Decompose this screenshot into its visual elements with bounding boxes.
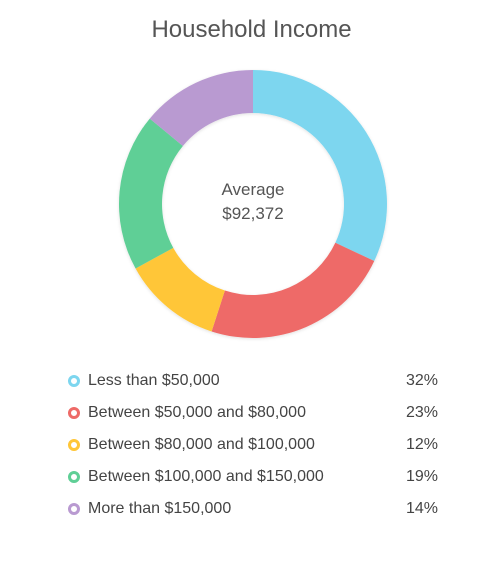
legend-marker-icon [68,439,80,451]
chart-title: Household Income [151,16,352,43]
legend-item[interactable]: Between $80,000 and $100,000 12% [68,434,438,466]
donut-slice-2[interactable] [211,242,375,338]
legend-marker-icon [68,375,80,387]
legend-item[interactable]: Between $100,000 and $150,000 19% [68,466,438,498]
legend-item[interactable]: Between $50,000 and $80,000 23% [68,402,438,434]
average-value: $92,372 [222,204,284,223]
legend-value: 23% [405,404,438,421]
donut-slice-1[interactable] [253,70,387,262]
legend-marker-icon [68,407,80,419]
donut-slice-4[interactable] [119,118,183,269]
average-label: Average [221,180,285,199]
legend-marker-icon [68,471,80,483]
legend-label: Between $100,000 and $150,000 [88,468,324,485]
legend-marker-icon [68,503,80,515]
legend-label: More than $150,000 [88,500,232,517]
legend-item[interactable]: More than $150,000 14% [68,498,438,530]
donut-chart [119,70,387,338]
legend-label: Between $50,000 and $80,000 [88,404,306,421]
donut-center-label: Average $92,372 [163,178,343,226]
legend-label: Less than $50,000 [88,372,220,389]
legend-value: 14% [405,500,438,517]
legend: Less than $50,000 32% Between $50,000 and … [68,370,438,530]
donut-slice-5[interactable] [149,70,253,146]
legend-value: 19% [405,468,438,485]
legend-value: 32% [405,372,438,389]
legend-value: 12% [405,436,438,453]
donut-slice-3[interactable] [135,247,225,332]
legend-item[interactable]: Less than $50,000 32% [68,370,438,402]
legend-label: Between $80,000 and $100,000 [88,436,315,453]
